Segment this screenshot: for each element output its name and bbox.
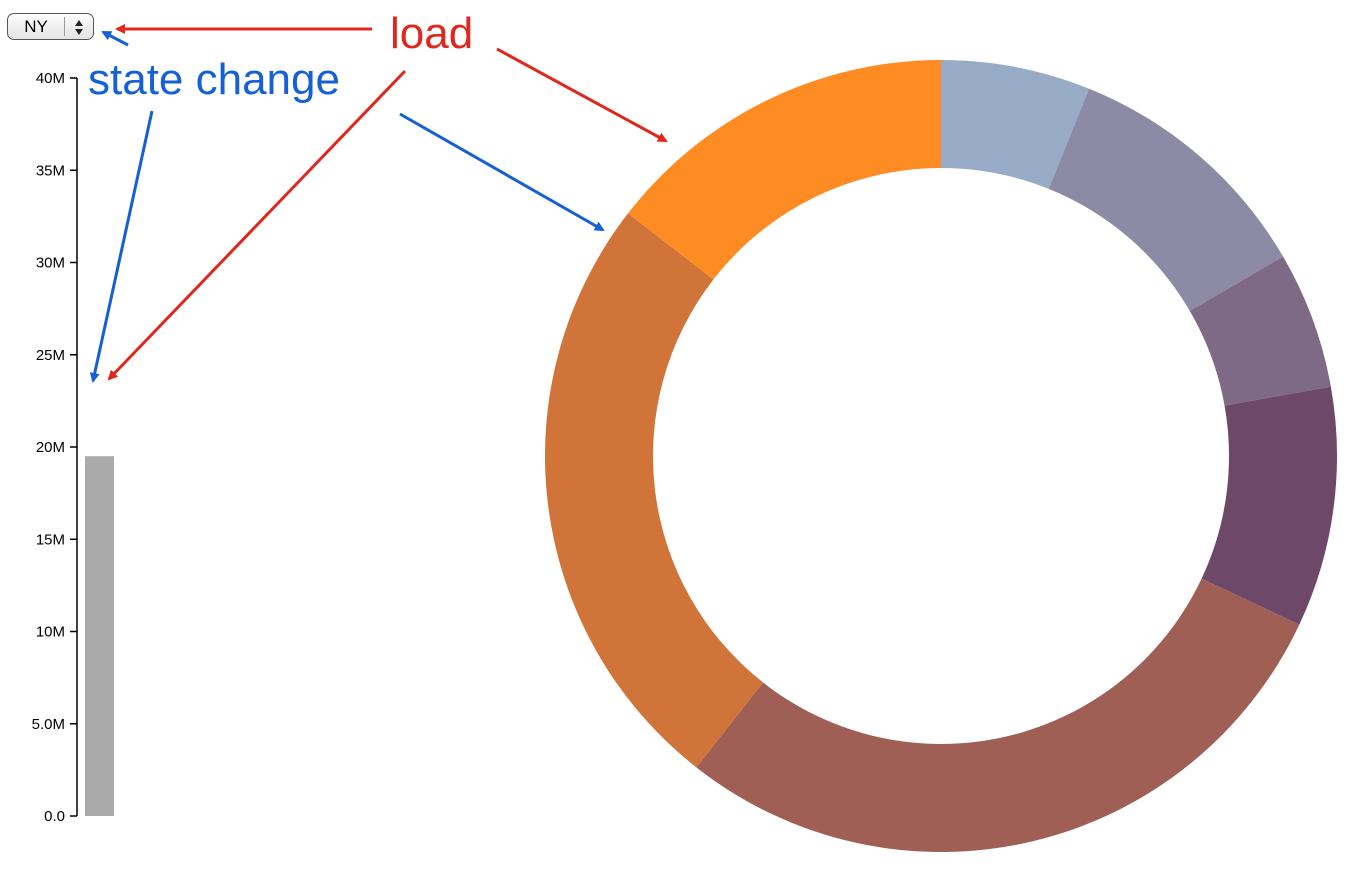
donut-slice bbox=[544, 213, 764, 768]
donut-slice bbox=[696, 578, 1300, 852]
state-change-arrow-to-select bbox=[101, 30, 129, 47]
y-axis: 0.0 5.0M 10M 15M 20M 25M 30M 35M 40M bbox=[32, 70, 78, 825]
y-tick-label: 20M bbox=[36, 439, 65, 456]
state-change-annotation: state change bbox=[88, 55, 340, 104]
state-select-value: NY bbox=[24, 17, 48, 36]
updown-arrows-icon bbox=[65, 14, 93, 39]
state-select[interactable]: NY bbox=[7, 13, 94, 40]
bars bbox=[85, 456, 114, 816]
donut-slice bbox=[1189, 256, 1331, 406]
y-tick-label: 30M bbox=[36, 255, 65, 272]
load-arrow-to-bar bbox=[107, 69, 407, 381]
y-tick-label: 15M bbox=[36, 531, 65, 548]
annotation-layer: load state change bbox=[88, 9, 668, 383]
state-change-arrow-to-donut bbox=[399, 112, 605, 232]
state-change-arrow-to-bar bbox=[89, 110, 154, 383]
y-tick-label: 10M bbox=[36, 624, 65, 641]
donut-slice bbox=[1048, 88, 1284, 311]
donut-slice bbox=[1201, 386, 1338, 625]
load-annotation: load bbox=[390, 9, 473, 58]
y-tick-label: 0.0 bbox=[44, 808, 65, 825]
bar bbox=[85, 456, 114, 816]
donut-slice bbox=[628, 59, 941, 280]
y-tick-label: 5.0M bbox=[32, 716, 65, 733]
donut-chart bbox=[544, 59, 1338, 852]
y-tick-label: 40M bbox=[36, 70, 65, 87]
arrow-down-icon bbox=[75, 29, 83, 35]
arrow-up-icon bbox=[75, 20, 83, 26]
state-select-divider bbox=[64, 17, 65, 36]
y-tick-label: 25M bbox=[36, 347, 65, 364]
bar-chart: 0.0 5.0M 10M 15M 20M 25M 30M 35M 40M bbox=[32, 70, 114, 825]
y-tick-label: 35M bbox=[36, 162, 65, 179]
donut-slice bbox=[941, 60, 1090, 189]
load-arrow-to-donut bbox=[496, 47, 668, 143]
